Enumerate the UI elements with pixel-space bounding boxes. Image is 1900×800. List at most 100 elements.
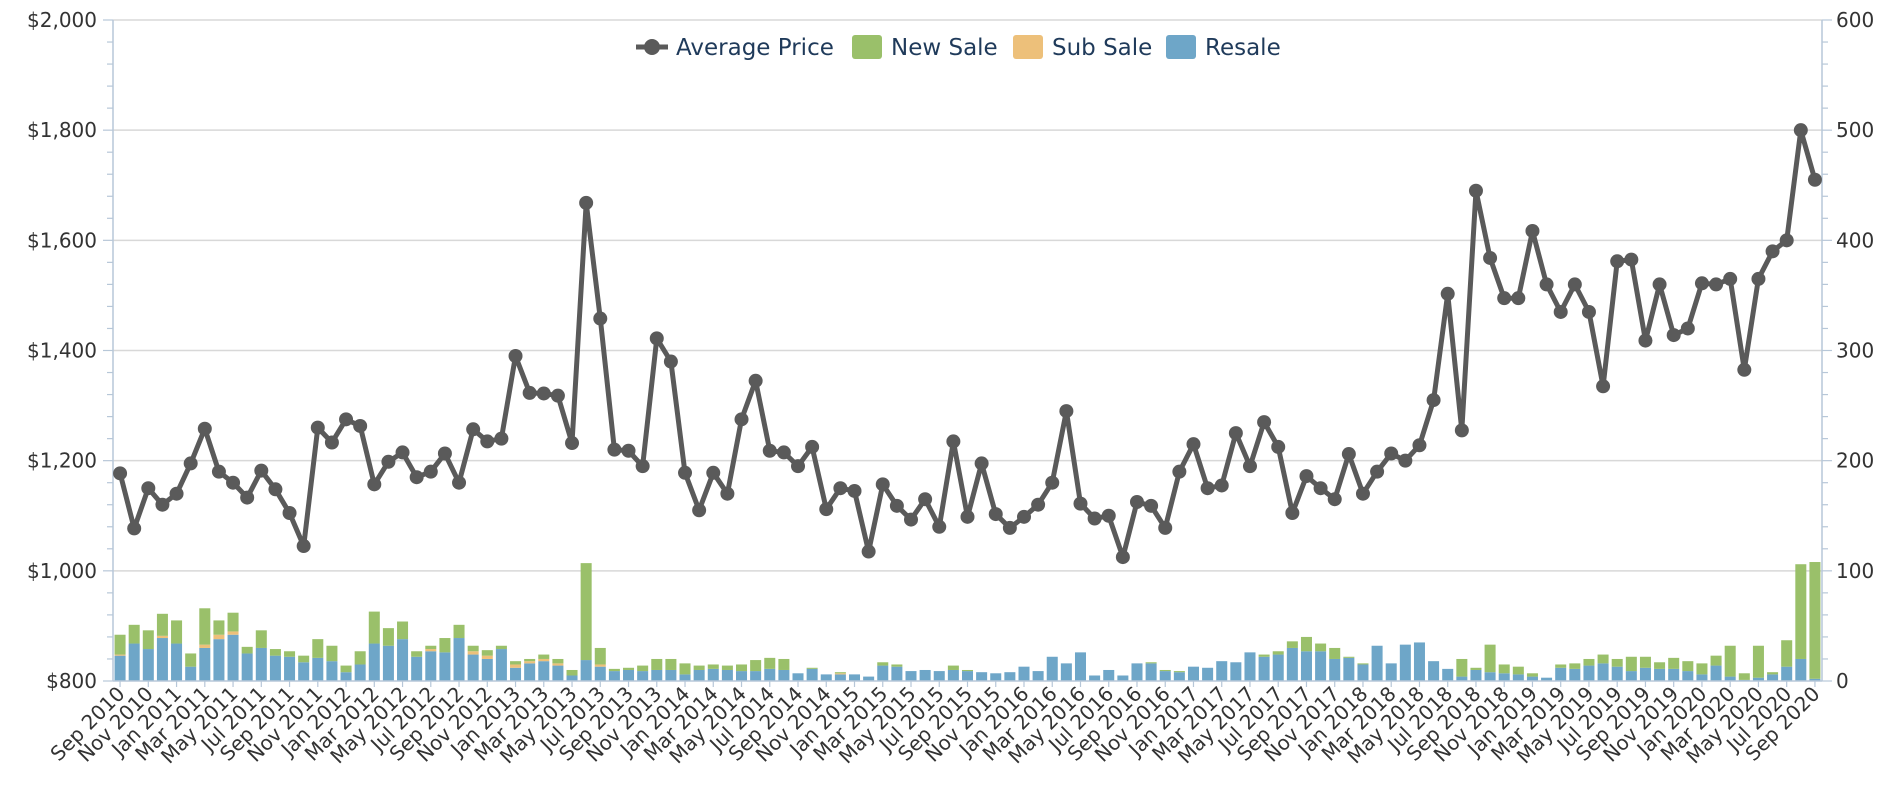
legend-item-average-price[interactable]: Average Price [636,35,834,61]
average-price-point [310,420,325,435]
resale-bar [1752,677,1764,681]
resale-bar [1569,668,1581,681]
resale-bar [1074,652,1087,681]
average-price-point [1384,446,1399,461]
new-sale-bar [1781,640,1793,667]
resale-bar [778,669,790,681]
average-price-point [1497,291,1512,306]
resale-bar [594,666,606,681]
resale-bar [298,662,310,681]
average-price-point [1200,481,1215,496]
resale-bar [820,674,832,681]
new-sale-bar [1173,671,1185,673]
resale-bar [340,672,352,681]
average-price-point [1129,494,1144,509]
new-sale-bar [1625,656,1637,672]
average-price-point [748,373,763,388]
new-sale-bar [312,639,324,658]
average-price-point [1087,511,1102,526]
resale-bar [580,660,592,681]
y-right-tick-label: 100 [1836,559,1874,583]
average-price-point [1412,438,1427,453]
new-sale-bar [594,647,606,665]
new-sale-bar [693,665,705,670]
resale-bar [721,669,733,681]
average-price-point [1101,508,1116,523]
average-price-point [1002,520,1017,535]
resale-bar [284,656,296,681]
resale-bar [1696,674,1708,681]
sub-sale-bar [425,649,437,652]
resale-bar [1724,676,1736,681]
resale-bar [693,669,705,681]
legend-label: Resale [1205,35,1281,61]
new-sale-bar [439,638,451,653]
resale-bar [552,665,564,681]
new-sale-bar [552,658,564,664]
average-price-point [183,456,198,471]
average-price-point [536,386,551,401]
resale-bar [1682,671,1694,681]
average-price-point [1723,271,1738,286]
legend[interactable]: Average Price New Sale Sub Sale Resale [636,35,1281,61]
new-sale-bar [580,563,592,661]
average-price-point [1596,379,1611,394]
new-sale-bar [651,658,663,670]
average-price-point [1638,333,1653,348]
resale-bar [510,667,522,681]
average-price-point [593,311,608,326]
average-price-point [579,195,594,210]
average-price-point [565,436,580,451]
resale-bar [877,665,889,681]
average-price-point [692,503,707,518]
average-price-point [875,477,890,492]
new-sale-bar [1159,669,1171,672]
y-right-tick-label: 600 [1836,8,1874,32]
average-price-point [1581,304,1596,319]
average-price-point [127,521,142,536]
resale-bar [1583,665,1595,681]
resale-bar [114,655,126,681]
resale-bar [524,663,536,681]
average-price-point [1553,304,1568,319]
new-sale-bar [1300,636,1312,652]
new-sale-bar [721,665,733,670]
average-price-point [678,465,693,480]
resale-bar [1131,663,1143,681]
legend-item-new-sale[interactable]: New Sale [852,35,998,61]
new-sale-bar [467,645,479,652]
new-sale-bar [1498,664,1510,674]
resale-bar [736,671,748,681]
new-sale-bar [510,661,522,665]
resale-bar [1498,673,1510,681]
resale-bar [905,671,917,681]
average-price-point [353,418,368,433]
y-left-tick-label: $1,800 [27,118,97,142]
new-sale-bar [1752,645,1764,678]
average-price-point [1158,520,1173,535]
legend-item-resale[interactable]: Resale [1166,35,1281,61]
resale-bar [1159,671,1171,681]
legend-item-sub-sale[interactable]: Sub Sale [1013,35,1152,61]
new-sale-bar [538,654,550,659]
new-sale-bar [736,664,748,672]
resale-bar [1230,662,1242,681]
average-price-point [1525,223,1540,238]
y-left-tick-label: $800 [46,669,97,693]
average-price-point [1228,426,1243,441]
resale-bar [1004,672,1016,681]
average-price-point [1779,233,1794,248]
new-sale-bar [1526,673,1538,677]
resale-bar [156,638,168,681]
legend-color-swatch [1166,35,1196,59]
average-price-point [1271,439,1286,454]
average-price-point [113,466,128,481]
new-sale-bar [1470,667,1482,670]
legend-marker-swatch [644,39,660,55]
resale-bar [1597,663,1609,681]
new-sale-bar [623,667,635,670]
new-sale-bar [1329,647,1341,659]
average-price-point [480,434,495,449]
new-sale-bar [368,611,380,644]
resale-bar [171,643,183,681]
